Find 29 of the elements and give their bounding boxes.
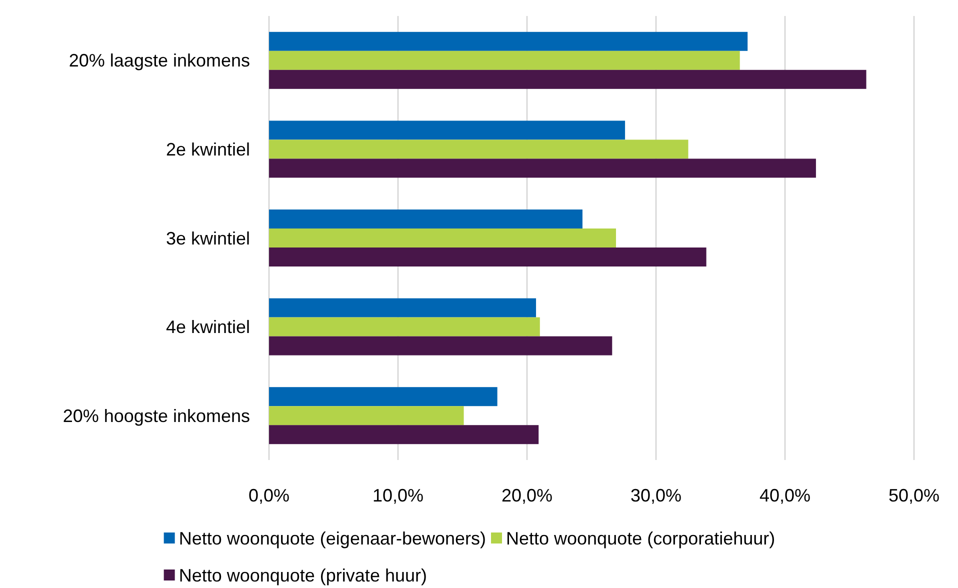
bar bbox=[269, 336, 612, 356]
y-tick-label: 20% hoogste inkomens bbox=[62, 406, 250, 426]
bar bbox=[269, 32, 748, 51]
bar bbox=[269, 158, 816, 178]
x-tick-label: 30,0% bbox=[630, 485, 682, 506]
y-tick-label: 4e kwintiel bbox=[166, 317, 250, 338]
bar bbox=[269, 140, 688, 159]
bar bbox=[269, 228, 616, 248]
x-tick-label: 10,0% bbox=[372, 485, 424, 506]
y-tick-label: 2e kwintiel bbox=[166, 140, 250, 160]
legend-label: Netto woonquote (eigenaar-bewoners) bbox=[178, 528, 486, 548]
bar bbox=[269, 317, 540, 336]
y-tick-label: 20% laagste inkomens bbox=[68, 50, 250, 71]
bar bbox=[269, 50, 740, 70]
bar bbox=[269, 425, 539, 444]
bar bbox=[269, 248, 706, 266]
bar bbox=[269, 406, 464, 426]
bar bbox=[269, 298, 536, 318]
bar bbox=[269, 120, 626, 140]
x-tick-label: 20,0% bbox=[501, 485, 553, 506]
x-tick-label: 40,0% bbox=[759, 485, 811, 506]
y-tick-label: 3e kwintiel bbox=[166, 228, 250, 248]
bar bbox=[269, 387, 498, 406]
x-tick-label: 0,0% bbox=[248, 485, 290, 506]
bar bbox=[269, 210, 582, 228]
x-tick-label: 50,0% bbox=[888, 485, 940, 506]
bar bbox=[269, 70, 866, 89]
legend-label: Netto woonquote (corporatiehuur) bbox=[506, 528, 776, 548]
legend-label: Netto woonquote (private huur) bbox=[178, 565, 427, 586]
